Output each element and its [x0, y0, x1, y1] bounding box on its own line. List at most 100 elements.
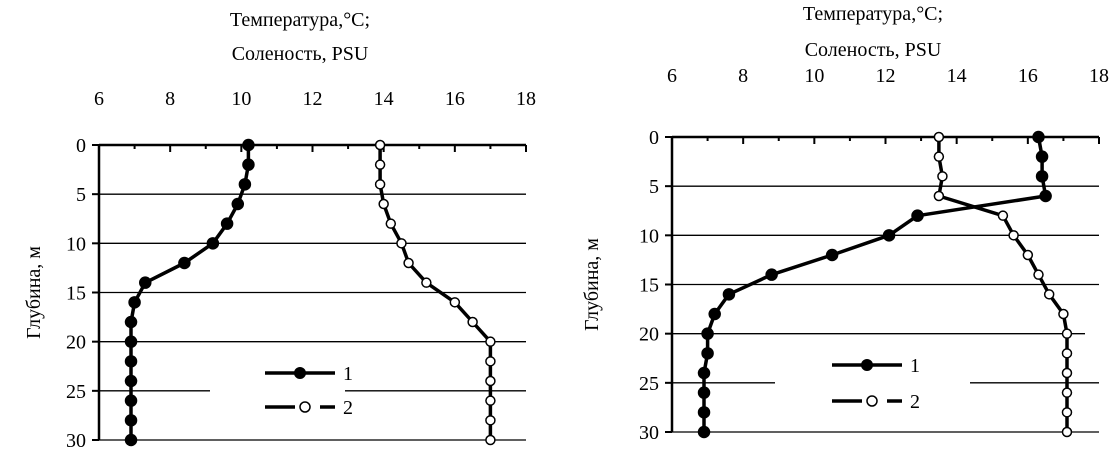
- series-2-point: [374, 159, 386, 170]
- y-tick-label: 20: [639, 324, 659, 346]
- series-2-point: [1008, 230, 1019, 241]
- y-tick-label: 25: [639, 373, 659, 395]
- y-tick-label: 30: [66, 430, 86, 451]
- series-2-point: [421, 277, 432, 288]
- series-1-point: [1035, 170, 1049, 183]
- series-2-point: [1061, 407, 1073, 418]
- series-1-point: [206, 237, 220, 250]
- series-1-point: [708, 307, 721, 321]
- series-1-point: [242, 158, 255, 171]
- series-1-point: [722, 288, 736, 301]
- series-2-point: [485, 375, 496, 387]
- x-tick-label: 10: [231, 88, 251, 110]
- series-1-point: [697, 425, 711, 439]
- series-2-point: [385, 218, 397, 229]
- y-tick-label: 15: [66, 283, 86, 305]
- series-2-line: [378, 145, 493, 440]
- series-1-point: [124, 355, 138, 368]
- x-tick-label: 18: [516, 88, 536, 110]
- series-2-point: [485, 356, 496, 367]
- series-1-point: [220, 217, 234, 230]
- legend-label-1: 1: [343, 363, 353, 385]
- series-1-point: [124, 315, 138, 329]
- chart-title-line: Соленость, PSU: [805, 39, 942, 61]
- series-2-point: [1061, 387, 1073, 398]
- series-2-point: [1061, 348, 1073, 359]
- y-tick-label: 5: [76, 184, 86, 206]
- series-1-point: [701, 347, 714, 360]
- series-2-point: [485, 415, 496, 426]
- series-1-point: [765, 268, 778, 281]
- y-tick-label: 15: [639, 275, 659, 297]
- y-axis-label: Глубина, м: [581, 238, 603, 331]
- x-tick-label: 12: [303, 88, 323, 110]
- series-1-point: [124, 374, 138, 388]
- series-2-point: [1043, 289, 1055, 300]
- series-1-point: [1032, 130, 1045, 144]
- y-tick-label: 0: [76, 135, 86, 157]
- series-1-point: [238, 178, 252, 191]
- series-2-point: [374, 179, 386, 190]
- series-1-point: [1035, 150, 1049, 163]
- series-1-point: [124, 433, 138, 447]
- series-2-point: [396, 238, 407, 249]
- series-2-point: [374, 139, 386, 151]
- chart-title-line: Соленость, PSU: [232, 43, 369, 65]
- x-tick-label: 6: [667, 65, 677, 87]
- series-1-point: [1039, 189, 1052, 203]
- series-1-line: [702, 136, 1048, 432]
- series-1-point: [911, 209, 924, 222]
- x-tick-label: 12: [876, 65, 896, 87]
- y-tick-label: 0: [649, 127, 659, 149]
- x-tick-label: 14: [374, 88, 394, 110]
- series-1-line: [129, 145, 251, 440]
- legend-label-2: 2: [343, 397, 353, 419]
- series-2-point: [1033, 269, 1044, 280]
- series-2-point: [485, 336, 496, 347]
- series-2-point: [1061, 328, 1073, 339]
- series-2-point: [933, 190, 945, 202]
- x-tick-label: 14: [947, 65, 967, 87]
- series-2-point: [933, 131, 945, 143]
- series-2-point: [997, 210, 1009, 221]
- series-2-point: [449, 297, 461, 308]
- series-2-point: [485, 434, 496, 446]
- x-tick-label: 18: [1089, 65, 1109, 87]
- x-tick-label: 10: [804, 65, 824, 87]
- series-1-point: [697, 406, 711, 419]
- legend-label-1: 1: [910, 355, 920, 377]
- y-tick-label: 30: [639, 422, 659, 444]
- series-2-point: [467, 316, 478, 328]
- y-tick-label: 10: [639, 225, 659, 247]
- series-2-point: [403, 257, 414, 269]
- legend-marker-1: [294, 367, 306, 379]
- series-2-line: [937, 137, 1069, 432]
- series-2-point: [1061, 426, 1073, 438]
- legend-marker-2: [866, 395, 878, 407]
- series-1-point: [124, 414, 138, 427]
- chart-title-line: Температура,°C;: [230, 9, 370, 31]
- x-tick-label: 8: [738, 65, 748, 87]
- series-1-point: [697, 386, 711, 399]
- series-2-point: [1061, 367, 1073, 379]
- series-1-point: [231, 197, 245, 211]
- series-2-point: [1058, 308, 1069, 320]
- series-2-point: [485, 395, 496, 406]
- legend-label-2: 2: [910, 391, 920, 413]
- series-1-point: [825, 248, 839, 262]
- x-tick-label: 8: [165, 88, 175, 110]
- series-1-point: [124, 394, 138, 407]
- series-1-point: [128, 296, 141, 309]
- series-1-point: [178, 256, 191, 270]
- series-2-point: [378, 198, 389, 210]
- series-1-point: [697, 366, 711, 380]
- series-2-point: [933, 151, 945, 162]
- series-1-point: [124, 335, 138, 348]
- x-tick-label: 6: [94, 88, 104, 110]
- chart-title-line: Температура,°C;: [803, 3, 943, 25]
- y-axis-label: Глубина, м: [23, 246, 45, 339]
- legend-marker-1: [861, 359, 873, 371]
- series-2-point: [1022, 249, 1034, 261]
